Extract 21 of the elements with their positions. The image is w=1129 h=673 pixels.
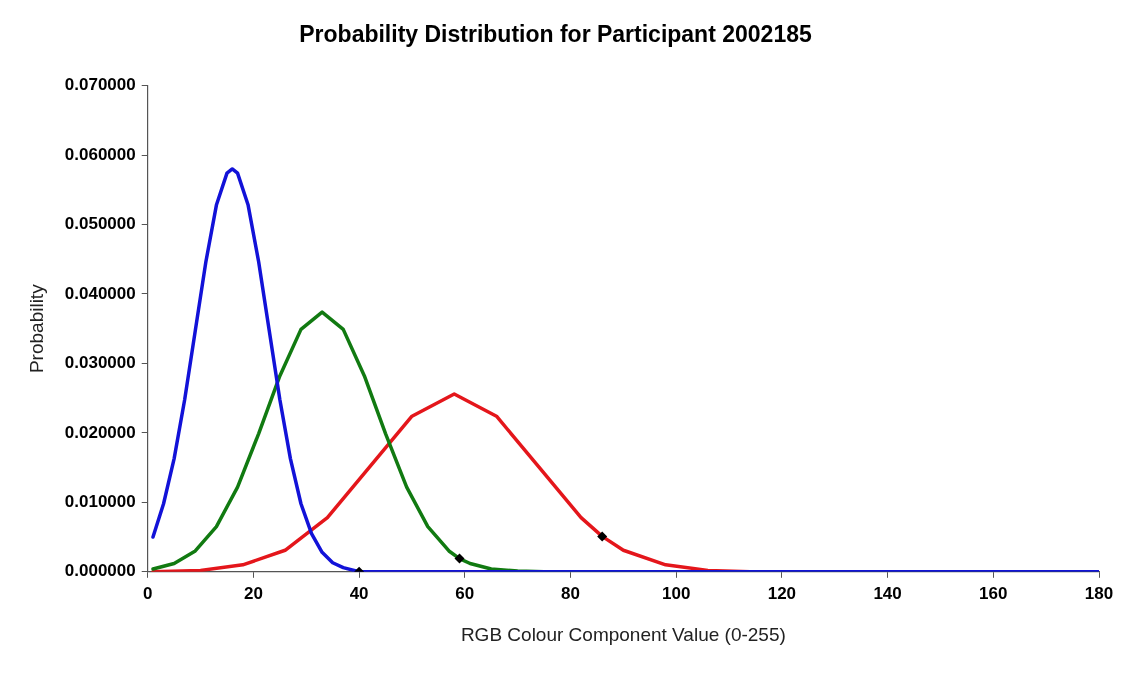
y-tick-label: 0.040000 bbox=[64, 283, 136, 303]
x-tick-label: 140 bbox=[873, 583, 902, 603]
x-tick-label: 180 bbox=[1084, 583, 1114, 603]
y-tick-label: 0.060000 bbox=[64, 144, 136, 164]
x-tick-label: 120 bbox=[767, 583, 797, 603]
y-tick-label: 0.030000 bbox=[64, 353, 136, 373]
x-tick-label: 80 bbox=[561, 583, 580, 603]
y-axis-title: Probability bbox=[25, 283, 47, 374]
y-tick-label: 0.050000 bbox=[64, 214, 136, 234]
chart-title: Probability Distribution for Participant 2002185 bbox=[299, 21, 812, 48]
x-tick-label: 40 bbox=[349, 583, 369, 603]
y-tick-label: 0.020000 bbox=[64, 422, 136, 442]
y-tick-label: 0.070000 bbox=[64, 75, 136, 95]
x-tick-label: 0 bbox=[142, 583, 153, 603]
x-tick-label: 20 bbox=[243, 583, 263, 603]
x-tick-label: 100 bbox=[662, 583, 691, 603]
y-tick-label: 0.010000 bbox=[64, 492, 136, 512]
y-tick-label: 0.000000 bbox=[64, 561, 136, 581]
x-tick-label: 160 bbox=[979, 583, 1008, 603]
x-axis-title: RGB Colour Component Value (0-255) bbox=[460, 623, 786, 645]
x-tick-label: 60 bbox=[455, 583, 475, 603]
